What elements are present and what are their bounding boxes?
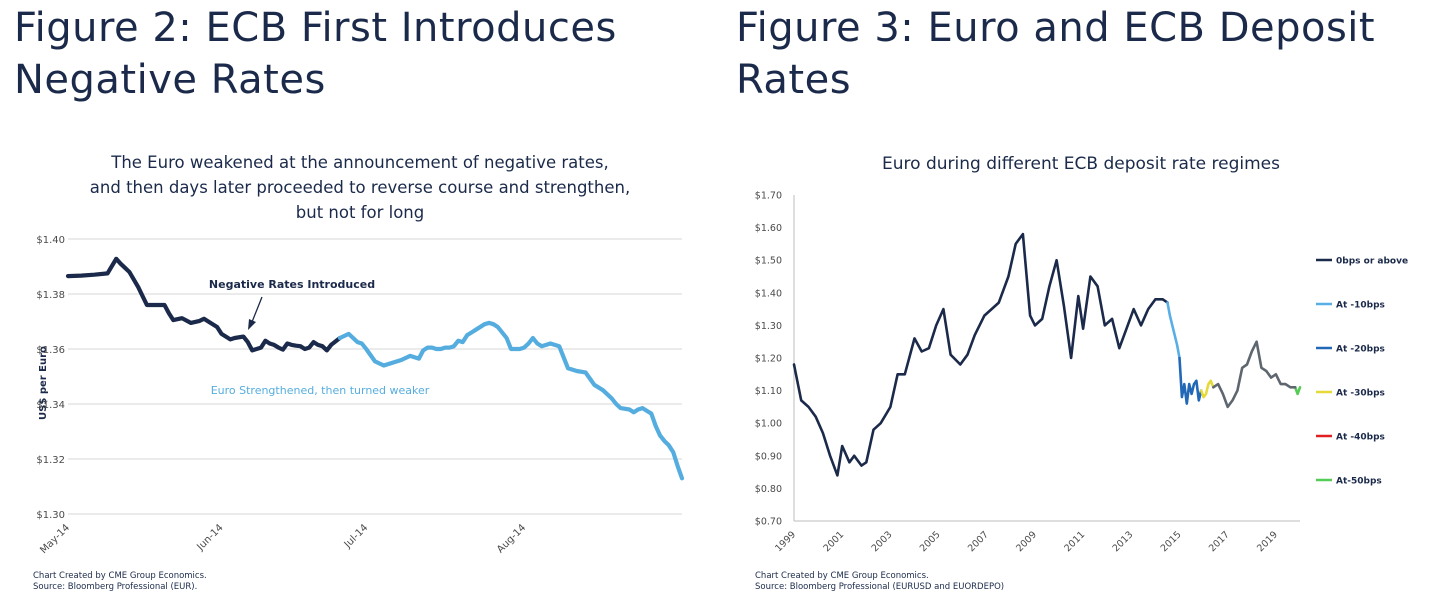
chart3-y-tick-label: $1.60	[755, 223, 782, 234]
chart-euro-negative-rates: The Euro weakened at the announcement of…	[36, 153, 685, 556]
chart3-series-at-10bps	[1166, 301, 1181, 360]
chart3-y-tick-label: $1.50	[755, 256, 782, 267]
chart3-series-line-7	[1211, 340, 1297, 409]
chart3-y-tick-label: $0.70	[755, 517, 782, 528]
chart3-y-tick-label: $0.80	[755, 484, 782, 495]
figure-2-credit: Chart Created by CME Group Economics.	[33, 571, 207, 581]
chart2-x-tick-label: May-14	[38, 522, 72, 556]
legend-label-at-40bps: At -40bps	[1336, 433, 1385, 443]
legend-label-at-20bps: At -20bps	[1336, 345, 1385, 355]
legend-label-at-30bps: At -30bps	[1336, 389, 1385, 399]
figure-3-source: Chart Created by CME Group Economics. So…	[755, 571, 1004, 592]
figure-2-source-line: Source: Bloomberg Professional (EUR).	[33, 581, 198, 592]
chart3-x-tick-label: 2011	[1062, 529, 1087, 554]
figure-3-title: Figure 3: Euro and ECB Deposit Rates	[736, 5, 1376, 103]
chart2-title-line-2: and then days later proceeded to reverse…	[90, 178, 630, 197]
chart2-x-tick-labels: May-14 Jun-14 Jul-14 Aug-14	[38, 522, 528, 556]
chart3-x-tick-label: 2017	[1207, 529, 1232, 554]
chart2-y-tick-label: $1.38	[36, 290, 65, 301]
chart3-y-tick-label: $1.00	[755, 419, 782, 430]
chart2-gridlines	[68, 238, 682, 515]
chart3-x-tick-label: 2005	[918, 529, 943, 554]
chart3-series-at-30bps	[1199, 379, 1215, 399]
chart2-x-tick-label: Jul-14	[342, 522, 371, 551]
chart2-series-line-2	[337, 320, 685, 481]
chart2-title-line-3: but not for long	[296, 203, 424, 222]
chart3-series-at-20bps	[1178, 356, 1203, 405]
chart3-x-tick-label: 2009	[1014, 529, 1039, 554]
chart3-y-tick-label: $1.10	[755, 386, 782, 397]
chart3-y-tick-label: $0.90	[755, 451, 782, 462]
chart3-series	[792, 232, 1302, 477]
chart3-y-tick-label: $1.20	[755, 354, 782, 365]
figure-3-credit: Chart Created by CME Group Economics.	[755, 571, 929, 581]
chart3-x-tick-label: 2003	[870, 529, 895, 554]
chart3-x-tick-label: 1999	[773, 529, 798, 554]
figure-3-source-line: Source: Bloomberg Professional (EURUSD a…	[755, 581, 1005, 592]
figure-2-source: Chart Created by CME Group Economics. So…	[33, 571, 207, 592]
annotation-arrowhead	[248, 319, 256, 330]
legend-label-at-10bps: At -10bps	[1336, 301, 1385, 311]
chart3-y-tick-label: $1.30	[755, 321, 782, 332]
chart3-x-tick-label: 2001	[821, 529, 846, 554]
chart3-x-tick-label: 2007	[966, 529, 991, 554]
chart2-y-tick-label: $1.34	[36, 400, 65, 411]
chart3-title: Euro during different ECB deposit rate r…	[882, 154, 1280, 174]
chart2-x-tick-label: Aug-14	[495, 522, 528, 555]
chart3-x-tick-labels: 1999 2001 2003 2005 2007 2009 2011 2013 2015 2017…	[773, 529, 1280, 554]
chart3-x-tick-label: 2015	[1159, 529, 1184, 554]
legend-label-0bps-or-above: 0bps or above	[1336, 257, 1408, 267]
chart3-y-tick-label: $1.40	[755, 288, 782, 299]
chart3-series-at-50bps	[1293, 385, 1302, 396]
annotation-arrow	[251, 296, 263, 323]
chart2-y-tick-label: $1.30	[36, 510, 65, 521]
chart3-x-tick-label: 2013	[1111, 529, 1136, 554]
chart-euro-deposit-rates: Euro during different ECB deposit rate r…	[755, 154, 1408, 554]
chart2-y-axis-label: US$ per Euro	[38, 346, 49, 420]
annotation-euro-strengthened: Euro Strengthened, then turned weaker	[211, 384, 430, 397]
chart2-y-tick-label: $1.32	[36, 455, 65, 466]
chart3-y-tick-label: $1.70	[755, 191, 782, 202]
chart2-title-line-1: The Euro weakened at the announcement of…	[110, 153, 609, 172]
chart2-y-tick-label: $1.40	[36, 235, 65, 246]
chart3-axes	[793, 195, 1300, 522]
chart3-series-0bps-or-above	[792, 232, 1169, 477]
annotation-negative-rates: Negative Rates Introduced	[209, 278, 375, 291]
chart3-y-tick-labels: $0.70 $0.80 $0.90 $1.00 $1.10 $1.20 $1.30 $1.40…	[755, 191, 782, 528]
chart3-legend: 0bps or above At -10bps At -20bps At -30bps…	[1316, 257, 1408, 487]
figure-2-title: Figure 2: ECB First Introduces Negative …	[14, 5, 617, 103]
chart2-y-tick-labels: $1.30 $1.32 $1.34 $1.36 $1.38 $1.40	[36, 235, 65, 521]
chart2-series-line-1	[65, 256, 342, 353]
chart2-x-tick-label: Jun-14	[195, 522, 226, 553]
chart2-series	[65, 256, 685, 481]
legend-label-at-50bps: At-50bps	[1336, 477, 1382, 487]
chart2-y-tick-label: $1.36	[36, 345, 65, 356]
chart3-x-tick-label: 2019	[1255, 529, 1280, 554]
